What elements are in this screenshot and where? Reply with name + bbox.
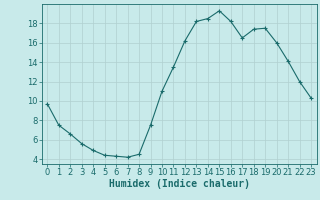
X-axis label: Humidex (Indice chaleur): Humidex (Indice chaleur): [109, 179, 250, 189]
